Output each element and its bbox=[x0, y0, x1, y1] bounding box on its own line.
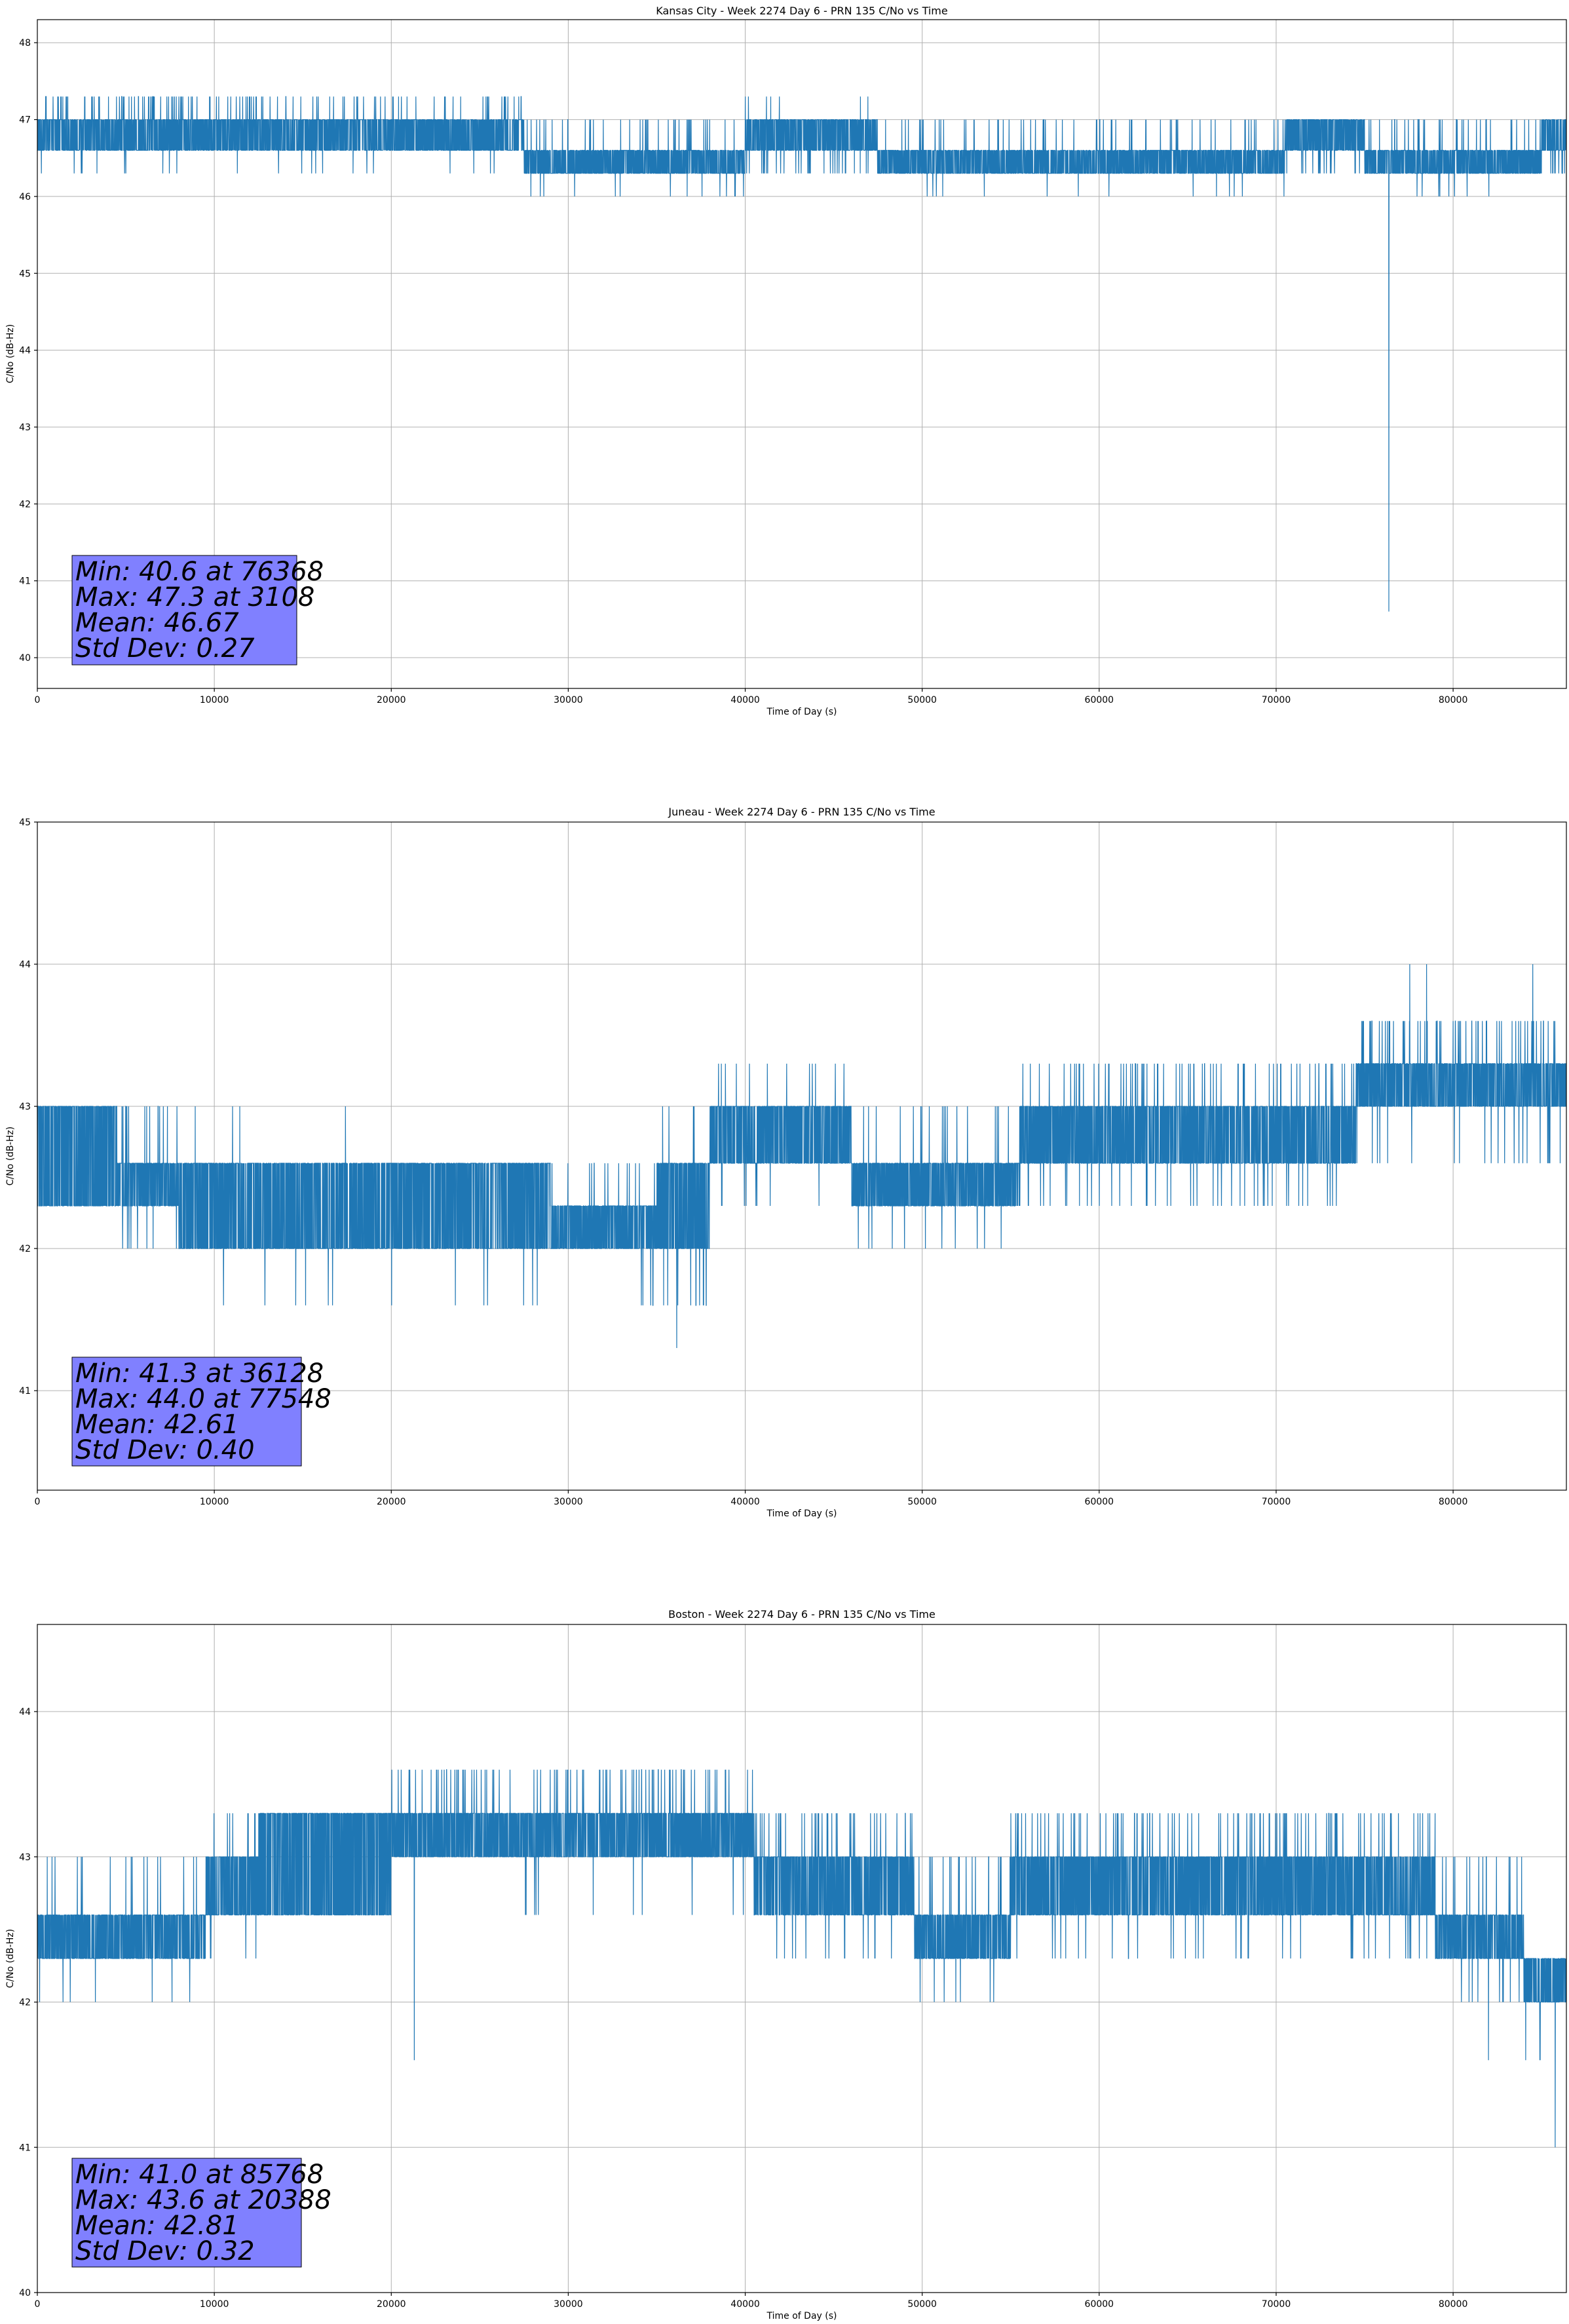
y-tick-label: 44 bbox=[19, 346, 31, 356]
x-tick-label: 70000 bbox=[1262, 2299, 1291, 2310]
stats-std-dev: Std Dev: 0.40 bbox=[75, 1435, 255, 1465]
x-axis-label: Time of Day (s) bbox=[766, 707, 837, 717]
y-tick-label: 42 bbox=[19, 499, 31, 510]
x-tick-label: 40000 bbox=[730, 695, 760, 705]
y-tick-label: 45 bbox=[19, 817, 31, 828]
chart-panel: Kansas City - Week 2274 Day 6 - PRN 135 … bbox=[5, 5, 1567, 717]
y-tick-label: 43 bbox=[19, 1852, 31, 1863]
stats-box: Min: 40.6 at 76368 Max: 47.3 at 3108 Mea… bbox=[71, 555, 324, 665]
y-ticks: 40 41 42 43 44 45 46 47 48 bbox=[19, 38, 37, 664]
x-tick-label: 60000 bbox=[1085, 695, 1114, 705]
x-tick-label: 20000 bbox=[377, 2299, 406, 2310]
x-tick-label: 30000 bbox=[554, 2299, 583, 2310]
plot-frame bbox=[37, 19, 1567, 689]
y-tick-label: 40 bbox=[19, 653, 31, 664]
stats-box-background bbox=[71, 555, 297, 665]
y-axis-label: C/No (dB-Hz) bbox=[5, 1127, 16, 1186]
stats-box-background bbox=[71, 1357, 302, 1467]
x-ticks: 0 10000 20000 30000 40000 50000 60000 70000 8000… bbox=[35, 2293, 1468, 2310]
y-tick-label: 41 bbox=[19, 576, 31, 587]
y-tick-label: 40 bbox=[19, 2288, 31, 2298]
x-tick-label: 80000 bbox=[1439, 2299, 1468, 2310]
chart-title: Boston - Week 2274 Day 6 - PRN 135 C/No … bbox=[668, 1608, 936, 1621]
y-tick-label: 42 bbox=[19, 1998, 31, 2008]
y-axis-label: C/No (dB-Hz) bbox=[5, 1929, 16, 1988]
stats-std-dev: Std Dev: 0.32 bbox=[75, 2236, 255, 2266]
x-tick-label: 20000 bbox=[377, 695, 406, 705]
data-series bbox=[37, 1769, 1567, 2148]
chart-title: Juneau - Week 2274 Day 6 - PRN 135 C/No … bbox=[668, 806, 935, 818]
x-tick-label: 50000 bbox=[907, 695, 937, 705]
y-ticks: 41 42 43 44 45 bbox=[19, 817, 37, 1396]
x-tick-label: 40000 bbox=[730, 1497, 760, 1507]
x-tick-label: 60000 bbox=[1085, 2299, 1114, 2310]
y-tick-label: 47 bbox=[19, 115, 31, 126]
stats-box: Min: 41.0 at 85768 Max: 43.6 at 20388 Me… bbox=[71, 2158, 331, 2268]
stats-min: Min: 40.6 at 76368 bbox=[75, 557, 324, 587]
x-tick-label: 10000 bbox=[200, 1497, 229, 1507]
y-tick-label: 48 bbox=[19, 38, 31, 48]
y-ticks: 40 41 42 43 44 bbox=[19, 1707, 37, 2298]
y-tick-label: 43 bbox=[19, 422, 31, 433]
series-line bbox=[37, 96, 1567, 612]
y-tick-label: 45 bbox=[19, 269, 31, 279]
x-tick-label: 60000 bbox=[1085, 1497, 1114, 1507]
stats-max: Max: 44.0 at 77548 bbox=[75, 1384, 331, 1414]
y-axis-label: C/No (dB-Hz) bbox=[5, 324, 16, 383]
x-tick-label: 10000 bbox=[200, 695, 229, 705]
y-tick-label: 43 bbox=[19, 1102, 31, 1112]
x-tick-label: 30000 bbox=[554, 695, 583, 705]
y-tick-label: 41 bbox=[19, 1386, 31, 1396]
stats-min: Min: 41.3 at 36128 bbox=[75, 1359, 324, 1389]
x-tick-label: 0 bbox=[35, 1497, 41, 1507]
chart-title: Kansas City - Week 2274 Day 6 - PRN 135 … bbox=[656, 5, 947, 17]
stats-max: Max: 47.3 at 3108 bbox=[75, 582, 314, 612]
x-tick-label: 70000 bbox=[1262, 1497, 1291, 1507]
stats-std-dev: Std Dev: 0.27 bbox=[75, 633, 255, 664]
x-ticks: 0 10000 20000 30000 40000 50000 60000 70000 8000… bbox=[35, 688, 1468, 705]
y-tick-label: 41 bbox=[19, 2143, 31, 2153]
chart-panel: Boston - Week 2274 Day 6 - PRN 135 C/No … bbox=[5, 1608, 1567, 2321]
stats-max: Max: 43.6 at 20388 bbox=[75, 2185, 331, 2215]
stats-mean: Mean: 42.61 bbox=[75, 1410, 239, 1440]
plot-frame bbox=[37, 821, 1567, 1491]
y-tick-label: 46 bbox=[19, 192, 31, 202]
plot-frame bbox=[37, 1624, 1567, 2293]
x-tick-label: 30000 bbox=[554, 1497, 583, 1507]
series-line bbox=[37, 964, 1567, 1349]
x-axis-label: Time of Day (s) bbox=[766, 1509, 837, 1519]
stats-mean: Mean: 42.81 bbox=[75, 2211, 239, 2241]
stats-min: Min: 41.0 at 85768 bbox=[75, 2160, 324, 2190]
y-tick-label: 44 bbox=[19, 960, 31, 970]
series-line bbox=[37, 1769, 1567, 2148]
x-tick-label: 40000 bbox=[730, 2299, 760, 2310]
x-tick-label: 50000 bbox=[907, 2299, 937, 2310]
stats-mean: Mean: 46.67 bbox=[75, 608, 239, 638]
x-tick-label: 50000 bbox=[907, 1497, 937, 1507]
x-tick-label: 10000 bbox=[200, 2299, 229, 2310]
x-tick-label: 20000 bbox=[377, 1497, 406, 1507]
x-ticks: 0 10000 20000 30000 40000 50000 60000 70000 8000… bbox=[35, 1490, 1468, 1507]
chart-panel: Juneau - Week 2274 Day 6 - PRN 135 C/No … bbox=[5, 806, 1567, 1519]
x-tick-label: 80000 bbox=[1439, 695, 1468, 705]
y-tick-label: 44 bbox=[19, 1707, 31, 1717]
x-tick-label: 0 bbox=[35, 2299, 41, 2310]
data-series bbox=[37, 964, 1567, 1349]
stats-box: Min: 41.3 at 36128 Max: 44.0 at 77548 Me… bbox=[71, 1357, 331, 1467]
data-series bbox=[37, 96, 1567, 612]
x-tick-label: 0 bbox=[35, 695, 41, 705]
x-tick-label: 80000 bbox=[1439, 1497, 1468, 1507]
x-axis-label: Time of Day (s) bbox=[766, 2311, 837, 2321]
x-tick-label: 70000 bbox=[1262, 695, 1291, 705]
stats-box-background bbox=[71, 2158, 302, 2268]
y-tick-label: 42 bbox=[19, 1244, 31, 1254]
